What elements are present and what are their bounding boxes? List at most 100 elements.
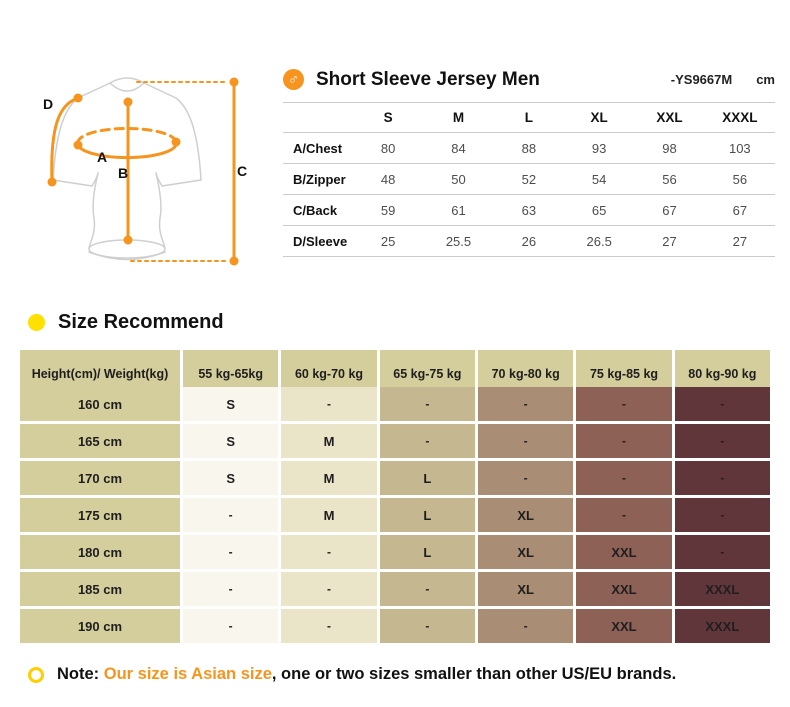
measure-value: 98 bbox=[662, 140, 677, 156]
recommend-heading: Size Recommend bbox=[28, 307, 224, 337]
size-recommend-table: Height(cm)/ Weight(kg) 55 kg-65kg 60 kg-70… bbox=[20, 350, 770, 643]
rec-size-cell: XXXL bbox=[674, 572, 770, 606]
rec-height-cell: 180 cm bbox=[20, 535, 180, 569]
rec-size-cell: - bbox=[379, 424, 475, 458]
jersey-measurement-diagram: D A B C bbox=[43, 77, 247, 266]
size-chart-table: S M L XL XXL XXXL A/Chest 80 84 88 93 98 103 B/Zipper… bbox=[283, 102, 775, 257]
rec-size-cell: - bbox=[576, 387, 672, 421]
rec-size-cell: M bbox=[281, 424, 377, 458]
size-col-header: L bbox=[524, 110, 533, 125]
rec-size-cell: - bbox=[576, 461, 672, 495]
measure-label: A/Chest bbox=[293, 140, 343, 156]
measure-value: 27 bbox=[662, 233, 677, 249]
rec-size-cell: S bbox=[183, 461, 279, 495]
rec-size-cell: - bbox=[281, 535, 377, 569]
rec-size-cell: - bbox=[674, 461, 770, 495]
size-chart-title-row: ♂ Short Sleeve Jersey Men -YS9667M cm bbox=[283, 57, 775, 102]
label-c: C bbox=[237, 163, 247, 179]
note-text: Note: Our size is Asian size, one or two… bbox=[57, 665, 676, 684]
measure-label: B/Zipper bbox=[293, 171, 346, 187]
rec-size-cell: - bbox=[478, 424, 574, 458]
note-row: Note: Our size is Asian size, one or two… bbox=[28, 665, 676, 684]
measure-value: 88 bbox=[521, 140, 537, 156]
measure-value: 26 bbox=[521, 233, 537, 249]
rec-size-cell: - bbox=[183, 535, 279, 569]
measure-value: 84 bbox=[451, 140, 466, 156]
product-title: Short Sleeve Jersey Men bbox=[316, 68, 540, 90]
rec-height-cell: 190 cm bbox=[20, 609, 180, 643]
chest-line-dashed bbox=[76, 126, 178, 145]
rec-size-cell: XL bbox=[478, 498, 574, 532]
size-col-header: XXL bbox=[656, 110, 683, 125]
rec-size-cell: S bbox=[183, 424, 279, 458]
measure-value: 52 bbox=[521, 171, 537, 187]
measure-value: 67 bbox=[732, 202, 748, 218]
measure-value: 93 bbox=[591, 140, 607, 156]
size-chart-row: B/Zipper 48 50 52 54 56 56 bbox=[283, 164, 775, 195]
measurement-lines bbox=[50, 80, 236, 263]
measure-value: 48 bbox=[380, 171, 396, 187]
rec-size-cell: - bbox=[379, 572, 475, 606]
rec-size-cell: - bbox=[183, 572, 279, 606]
measure-value: 50 bbox=[451, 171, 466, 187]
label-b: B bbox=[118, 165, 128, 181]
rec-size-cell: - bbox=[281, 572, 377, 606]
male-icon: ♂ bbox=[283, 69, 304, 90]
unit-label: cm bbox=[756, 72, 775, 87]
size-chart-row: A/Chest 80 84 88 93 98 103 bbox=[283, 133, 775, 164]
rec-height-cell: 170 cm bbox=[20, 461, 180, 495]
rec-size-cell: XXL bbox=[576, 535, 672, 569]
measure-value: 27 bbox=[732, 233, 748, 249]
rec-size-cell: - bbox=[478, 461, 574, 495]
rec-size-cell: S bbox=[183, 387, 279, 421]
rec-size-cell: XL bbox=[478, 572, 574, 606]
note-ring-icon bbox=[28, 666, 44, 683]
measure-value: 56 bbox=[732, 171, 748, 187]
rec-size-cell: - bbox=[674, 498, 770, 532]
rec-size-cell: - bbox=[478, 387, 574, 421]
measure-value: 25.5 bbox=[445, 233, 472, 249]
rec-size-cell: - bbox=[379, 609, 475, 643]
measure-value: 65 bbox=[591, 202, 607, 218]
male-symbol-glyph: ♂ bbox=[287, 71, 300, 88]
sleeve-line bbox=[50, 96, 80, 184]
bullet-dot-icon bbox=[28, 313, 45, 331]
rec-height-cell: 185 cm bbox=[20, 572, 180, 606]
size-chart-section: ♂ Short Sleeve Jersey Men -YS9667M cm S M… bbox=[283, 57, 775, 257]
rec-size-cell: M bbox=[281, 498, 377, 532]
measure-value: 56 bbox=[662, 171, 677, 187]
measure-label: C/Back bbox=[293, 202, 338, 218]
label-d: D bbox=[43, 96, 53, 112]
size-chart-meta: -YS9667M cm bbox=[671, 72, 775, 87]
rec-size-cell: - bbox=[674, 535, 770, 569]
note-highlight: Our size is Asian size bbox=[103, 665, 272, 683]
size-chart-row: D/Sleeve 25 25.5 26 26.5 27 27 bbox=[283, 226, 775, 257]
rec-size-cell: - bbox=[576, 424, 672, 458]
measure-value: 63 bbox=[521, 202, 537, 218]
rec-size-cell: - bbox=[281, 609, 377, 643]
rec-size-cell: - bbox=[281, 387, 377, 421]
rec-size-cell: L bbox=[379, 498, 475, 532]
measure-value: 25 bbox=[380, 233, 396, 249]
measure-value: 67 bbox=[662, 202, 677, 218]
rec-size-cell: L bbox=[379, 535, 475, 569]
measure-value: 61 bbox=[451, 202, 466, 218]
measure-value: 54 bbox=[591, 171, 607, 187]
chest-line-solid bbox=[76, 140, 178, 160]
model-code: -YS9667M bbox=[670, 72, 733, 87]
measure-label: D/Sleeve bbox=[293, 233, 348, 249]
rec-size-cell: - bbox=[478, 609, 574, 643]
rec-size-cell: - bbox=[183, 498, 279, 532]
rec-size-cell: - bbox=[674, 424, 770, 458]
rec-size-cell: - bbox=[674, 387, 770, 421]
measure-value: 59 bbox=[380, 202, 396, 218]
recommend-title: Size Recommend bbox=[58, 310, 224, 333]
size-col-header: XXXL bbox=[722, 110, 758, 125]
size-col-header: M bbox=[452, 110, 465, 125]
note-rest: , one or two sizes smaller than other US… bbox=[271, 665, 677, 683]
rec-height-cell: 165 cm bbox=[20, 424, 180, 458]
rec-size-cell: - bbox=[379, 387, 475, 421]
rec-size-cell: - bbox=[576, 498, 672, 532]
measure-value: 103 bbox=[728, 140, 751, 156]
